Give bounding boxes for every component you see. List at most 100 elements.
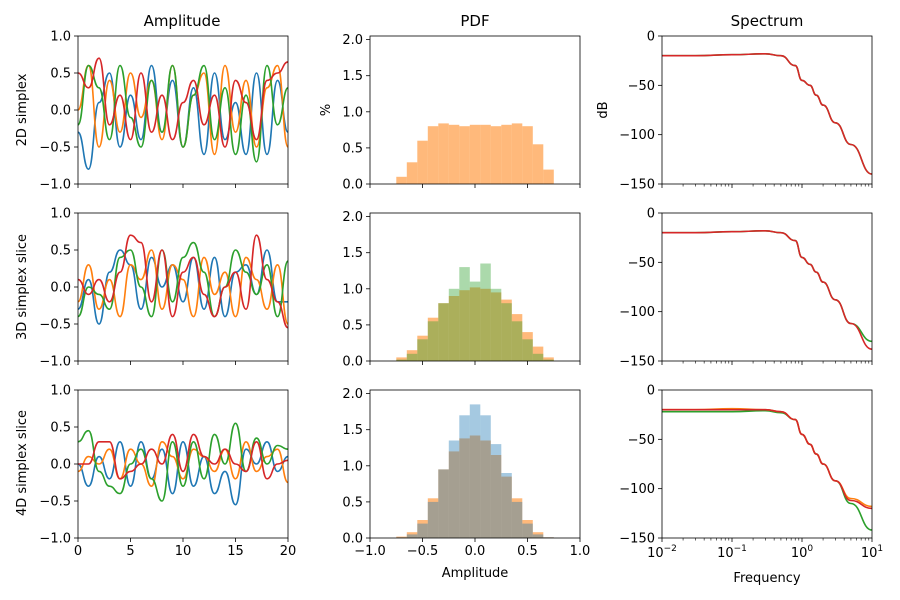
hist-bar [406, 350, 418, 361]
series-line [662, 52, 873, 175]
hist-bar [480, 263, 491, 361]
hist-bar [490, 126, 502, 184]
row-label-4d: 4D simplex slice [15, 410, 30, 516]
panel-1-1: 2.0 1.5 1.0 0.5 0.0 [342, 210, 581, 370]
hist-bar [459, 415, 470, 538]
xtick-label: 20 [280, 544, 297, 559]
xtick-label: 10 [175, 544, 192, 559]
hist-bar [448, 296, 460, 361]
pdf-xlabel: Amplitude [442, 566, 509, 581]
xtick-label: 100 [791, 544, 814, 561]
ytick-label: 0.0 [50, 104, 71, 119]
ytick-label: 0.5 [50, 244, 71, 259]
hist-bar [532, 534, 544, 538]
ytick-label: −0.5 [39, 318, 71, 333]
ytick-label: 2.0 [342, 210, 363, 225]
ytick-label: 1.0 [50, 384, 71, 399]
hist-bar [532, 353, 544, 361]
xtick-label: 15 [227, 544, 244, 559]
hist-bar [448, 124, 460, 184]
hist-bar [480, 415, 491, 538]
hist-bar [522, 332, 533, 361]
xtick-label: −1.0 [354, 544, 386, 559]
hist-bar [543, 357, 554, 361]
ytick-label: 0.5 [50, 421, 71, 436]
ytick-label: −0.5 [39, 495, 71, 510]
hist-bar [532, 346, 544, 361]
hist-bar [417, 520, 428, 538]
hist-bar [501, 473, 512, 538]
hist-bar [427, 317, 439, 361]
ytick-label: 0.5 [342, 141, 363, 156]
hist-bar [469, 435, 481, 538]
ytick-label: −150 [619, 532, 655, 547]
series-line [77, 64, 289, 156]
hist-bar [490, 288, 502, 361]
spectrum-xlabel: Frequency [733, 571, 800, 586]
ytick-label: −100 [619, 482, 655, 497]
xtick-label: 0.0 [465, 544, 486, 559]
ytick-label: 0.0 [342, 178, 363, 193]
ytick-label: 1.5 [342, 423, 363, 438]
ytick-label: 1.0 [342, 105, 363, 120]
hist-bar [396, 357, 407, 361]
hist-bar [427, 501, 439, 538]
panel-2-1: 2.01.51.00.50.0−1.0 −0.5 0.0 0.5 1.0 [342, 387, 590, 559]
series-line [77, 249, 289, 325]
series-line [662, 408, 873, 510]
hist-bar [532, 144, 544, 184]
hist-bar [459, 438, 470, 538]
axes-frame [661, 212, 873, 362]
ytick-label: 0.0 [50, 458, 71, 473]
hist-bar [522, 126, 533, 184]
axes-frame [661, 35, 873, 185]
ytick-label: −100 [619, 305, 655, 320]
ytick-label: 1.5 [342, 246, 363, 261]
hist-bar [448, 288, 460, 361]
hist-bar [490, 455, 502, 538]
hist-bar [469, 281, 481, 361]
hist-bar [459, 126, 470, 184]
ytick-label: 0.5 [342, 318, 363, 333]
panel-2-0: 1.0 0.5 0.0 −0.5 −1.00 5 10 15 20 [39, 384, 296, 560]
ytick-label: 2.0 [342, 33, 363, 48]
hist-bar [469, 124, 481, 184]
hist-bar [427, 498, 439, 538]
hist-bar [438, 469, 449, 538]
hist-bar [511, 314, 523, 361]
ytick-label: 1.0 [342, 282, 363, 297]
ytick-label: −150 [619, 178, 655, 193]
hist-bar [511, 501, 523, 538]
series-line [77, 234, 289, 329]
hist-bar [396, 359, 407, 361]
series-line [661, 229, 873, 350]
panel-1-2: 0 −50 −100 −150 [619, 207, 873, 370]
hist-bar [417, 523, 428, 538]
xtick-label: 10−2 [647, 544, 677, 561]
hist-bar [417, 335, 428, 361]
hist-bar [532, 532, 544, 538]
ytick-label: −100 [619, 128, 655, 143]
hist-bar [501, 299, 512, 361]
hist-bar [459, 290, 470, 361]
ytick-label: 0.5 [342, 495, 363, 510]
hist-bar [396, 176, 407, 184]
panel-0-0: 1.0 0.5 0.0 −0.5 −1.0 [39, 30, 289, 193]
hist-bar [438, 303, 449, 361]
hist-bar [501, 476, 512, 538]
series-line [662, 407, 873, 508]
ytick-label: −1.0 [39, 532, 71, 547]
ytick-label: 0.0 [50, 281, 71, 296]
ytick-label: 2.0 [342, 387, 363, 402]
series-line [661, 409, 873, 531]
ytick-label: 1.5 [342, 69, 363, 84]
hist-bar [427, 126, 439, 184]
hist-bar [543, 359, 554, 361]
hist-bar [501, 303, 512, 361]
ytick-label: −0.5 [39, 141, 71, 156]
hist-bar [438, 303, 449, 361]
xtick-label: 0 [74, 544, 82, 559]
ytick-label: 1.0 [50, 207, 71, 222]
